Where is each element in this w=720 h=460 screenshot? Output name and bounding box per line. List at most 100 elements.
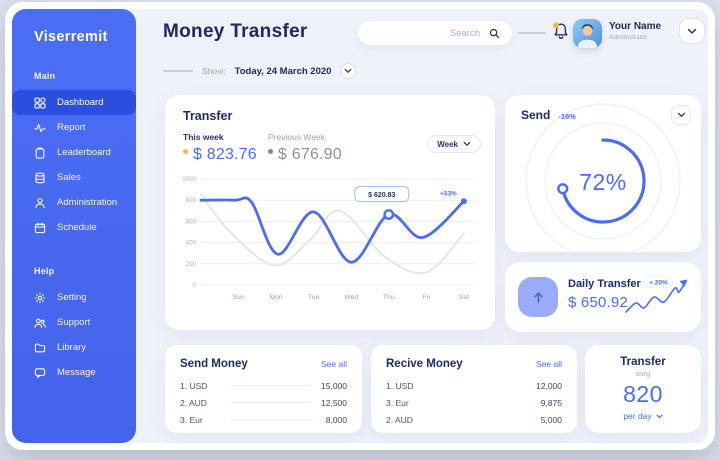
per-day-selector[interactable]: per day: [623, 411, 663, 421]
svg-text:600: 600: [186, 218, 197, 225]
send-ring-chart: [525, 103, 681, 252]
sidebar-item-label: Message: [57, 367, 96, 378]
transfer-card-title: Transfer: [183, 109, 233, 123]
sales-icon: [34, 172, 46, 184]
receive-money-card: Recive Money See all 1. USD 12,000 3. Eur 9…: [371, 345, 577, 433]
dashboard-icon: [34, 96, 46, 109]
sidebar-item-label: Leaderboard: [57, 147, 111, 158]
setting-icon: [34, 292, 46, 304]
svg-text:Wed: Wed: [344, 294, 358, 301]
currency-value: 5,000: [540, 414, 562, 425]
money-row: 1. USD 12,000: [386, 377, 562, 394]
sidebar-item-schedule[interactable]: Schedule: [12, 215, 136, 240]
search-icon: [489, 28, 500, 39]
prev-week-stat: Previous Week $ 676.90: [268, 132, 342, 164]
send-card-menu-button[interactable]: [671, 105, 691, 125]
currency-label: 1. USD: [386, 380, 414, 391]
transfer-average-card: Transfer avrg 820 per day: [585, 345, 701, 433]
sidebar-section-label: Help: [34, 266, 55, 276]
currency-label: 2. AUD: [386, 414, 413, 425]
currency-value: 15,000: [321, 380, 347, 391]
sidebar-item-label: Setting: [57, 292, 87, 303]
sidebar-item-administration[interactable]: Administration: [12, 190, 136, 215]
receive-money-see-all-link[interactable]: See all: [536, 359, 562, 369]
sidebar-item-leaderboard[interactable]: Leaderboard: [12, 140, 136, 165]
administration-icon: [34, 197, 46, 209]
transfer-line-chart: 1000 800 600 400 200 0 Sun Mon Tue Wed Thu Fri Sat $ …: [182, 176, 477, 301]
transfer-average-title: Transfer: [620, 356, 666, 368]
range-selector-button[interactable]: Week: [427, 135, 481, 153]
leaderboard-icon: [34, 146, 46, 159]
sidebar-item-label: Report: [57, 122, 86, 133]
sidebar-item-label: Schedule: [57, 222, 97, 233]
receive-money-title: Recive Money: [386, 358, 463, 370]
sidebar: Viserremit Main Dashboard Report Leaderboar…: [12, 9, 136, 443]
send-percent: 72%: [579, 169, 627, 195]
currency-label: 3. Eur: [386, 397, 409, 408]
sidebar-item-library[interactable]: Library: [12, 335, 136, 360]
currency-label: 1. USD: [180, 380, 208, 391]
svg-text:200: 200: [186, 261, 197, 268]
sidebar-nav: Main Dashboard Report Leaderboard Sales Admin…: [12, 71, 136, 385]
schedule-icon: [34, 222, 46, 234]
date-filter-chevron[interactable]: [340, 63, 357, 79]
prev-week-label: Previous Week: [268, 132, 326, 142]
user-name: Your Name: [609, 21, 662, 32]
svg-text:+53%: +53%: [440, 190, 457, 197]
avatar[interactable]: [573, 19, 602, 48]
currency-label: 3. Eur: [180, 414, 203, 425]
sidebar-item-setting[interactable]: Setting: [12, 285, 136, 310]
sidebar-item-sales[interactable]: Sales: [12, 165, 136, 190]
this-week-value: $ 823.76: [193, 146, 257, 163]
sidebar-item-label: Support: [57, 317, 91, 328]
send-money-see-all-link[interactable]: See all: [321, 359, 347, 369]
send-money-title: Send Money: [180, 358, 248, 370]
currency-value: 12,500: [321, 397, 347, 408]
svg-text:Sat: Sat: [459, 294, 469, 301]
svg-text:Tue: Tue: [308, 294, 320, 301]
arrow-up-icon[interactable]: [518, 277, 558, 317]
this-week-label: This week: [183, 132, 224, 142]
sidebar-item-support[interactable]: Support: [12, 310, 136, 335]
svg-text:+ 20%: + 20%: [649, 280, 668, 287]
currency-label: 2. AUD: [180, 397, 207, 408]
library-icon: [34, 342, 46, 354]
header-divider: [518, 32, 546, 34]
search-box[interactable]: [358, 21, 512, 45]
brand-logo: Viserremit: [34, 29, 108, 45]
sidebar-item-label: Dashboard: [57, 97, 104, 108]
svg-text:$ 620.83: $ 620.83: [368, 192, 395, 199]
svg-text:Thu: Thu: [383, 294, 395, 301]
currency-value: 9,875: [540, 397, 562, 408]
money-row: 3. Eur 9,875: [386, 394, 562, 411]
transfer-average-subtitle: avrg: [635, 369, 651, 378]
user-role: Administrator: [609, 34, 648, 41]
sidebar-item-message[interactable]: Message: [12, 360, 136, 385]
range-selector-label: Week: [437, 139, 458, 149]
money-row: 1. USD 15,000: [180, 377, 347, 394]
profile-menu-button[interactable]: [679, 18, 705, 44]
sidebar-item-label: Library: [57, 342, 87, 353]
currency-value: 12,000: [536, 380, 562, 391]
currency-value: 8,000: [325, 414, 347, 425]
send-card-title: Send: [521, 108, 551, 122]
svg-text:400: 400: [186, 240, 197, 247]
daily-transfer-title: Daily Transfer: [568, 278, 641, 290]
money-row: 2. AUD 12,500: [180, 394, 347, 411]
sidebar-item-dashboard[interactable]: Dashboard: [12, 90, 136, 115]
money-row: 2. AUD 5,000: [386, 411, 562, 428]
sidebar-item-label: Sales: [57, 172, 81, 183]
notification-bell-icon[interactable]: [551, 20, 571, 42]
search-input[interactable]: [418, 26, 482, 40]
transfer-card: Transfer This week $ 823.76 Previous Wee…: [165, 95, 495, 330]
daily-transfer-card: Daily Transfer $ 650.92 + 20%: [505, 262, 701, 332]
svg-text:Fri: Fri: [422, 294, 430, 301]
this-week-dot: [183, 149, 188, 154]
date-filter[interactable]: Today, 24 March 2020: [234, 65, 332, 77]
sidebar-section-label: Main: [34, 71, 56, 81]
show-filter: Show: Today, 24 March 2020: [163, 63, 357, 79]
receive-money-rows: 1. USD 12,000 3. Eur 9,875 2. AUD 5,000: [386, 377, 562, 428]
sidebar-item-report[interactable]: Report: [12, 115, 136, 140]
prev-week-value: $ 676.90: [278, 146, 342, 163]
this-week-stat: This week $ 823.76: [183, 132, 257, 164]
